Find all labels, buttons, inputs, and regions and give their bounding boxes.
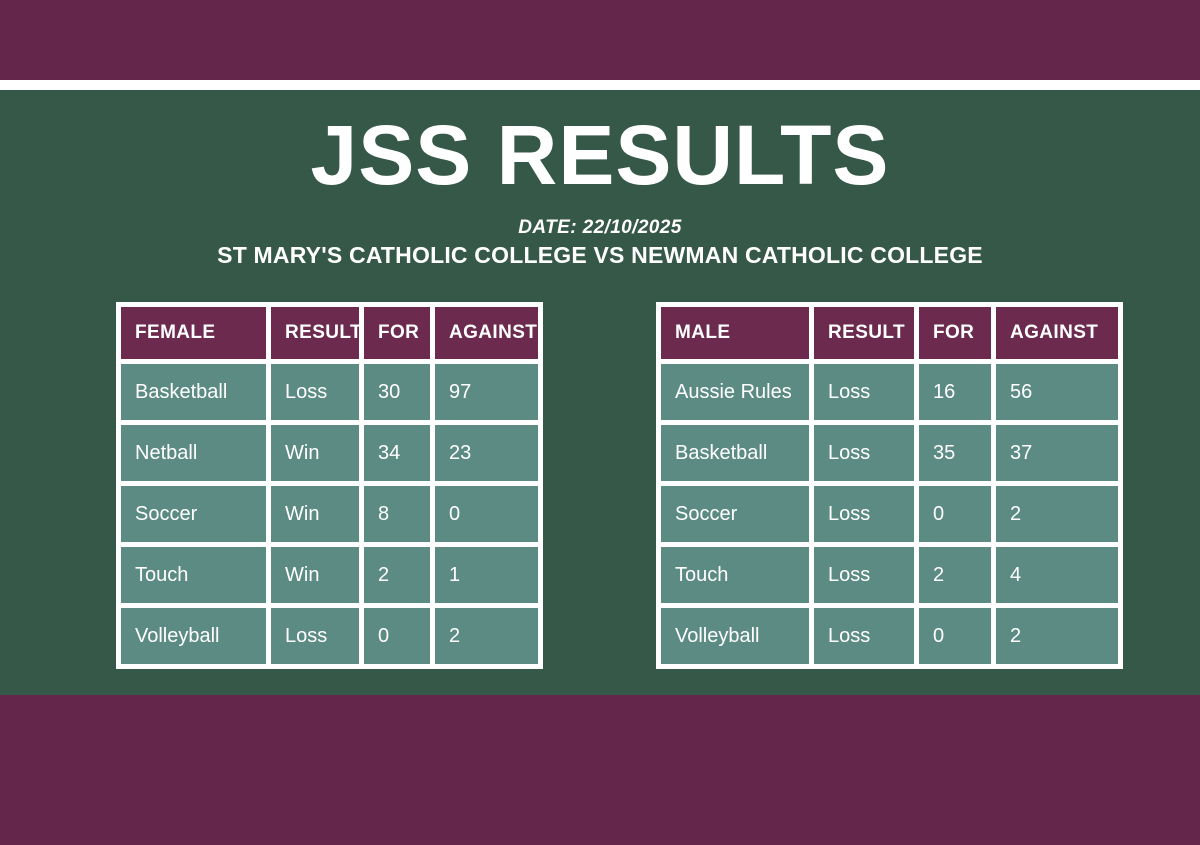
table-header-row: MALE RESULT FOR AGAINST bbox=[661, 307, 1118, 359]
table-row: Basketball Loss 35 37 bbox=[661, 425, 1118, 481]
cell-against: 56 bbox=[996, 364, 1118, 420]
table-row: Soccer Win 8 0 bbox=[121, 486, 538, 542]
table-row: Volleyball Loss 0 2 bbox=[121, 608, 538, 664]
results-stage: JSS RESULTS DATE: 22/10/2025 ST MARY'S C… bbox=[0, 90, 1200, 695]
female-results-table: FEMALE RESULT FOR AGAINST Basketball Los… bbox=[116, 302, 543, 669]
table-row: Netball Win 34 23 bbox=[121, 425, 538, 481]
male-results-table-wrap: MALE RESULT FOR AGAINST Aussie Rules Los… bbox=[656, 302, 1123, 669]
cell-for: 0 bbox=[919, 486, 991, 542]
female-results-table-wrap: FEMALE RESULT FOR AGAINST Basketball Los… bbox=[116, 302, 543, 669]
cell-result: Win bbox=[271, 547, 359, 603]
table-row: Aussie Rules Loss 16 56 bbox=[661, 364, 1118, 420]
cell-result: Loss bbox=[814, 547, 914, 603]
column-header-for: FOR bbox=[364, 307, 430, 359]
cell-sport: Basketball bbox=[121, 364, 266, 420]
table-row: Basketball Loss 30 97 bbox=[121, 364, 538, 420]
match-line: ST MARY'S CATHOLIC COLLEGE VS NEWMAN CAT… bbox=[217, 242, 983, 268]
cell-sport: Touch bbox=[121, 547, 266, 603]
cell-result: Loss bbox=[814, 608, 914, 664]
column-header-against: AGAINST bbox=[996, 307, 1118, 359]
cell-sport: Volleyball bbox=[661, 608, 809, 664]
footer-maroon-band: 2025 Sport Program Partners: BROTHERS CA… bbox=[0, 695, 1200, 845]
cell-result: Loss bbox=[271, 608, 359, 664]
cell-sport: Netball bbox=[121, 425, 266, 481]
cell-against: 97 bbox=[435, 364, 538, 420]
cell-sport: Soccer bbox=[121, 486, 266, 542]
cell-against: 0 bbox=[435, 486, 538, 542]
top-maroon-band bbox=[0, 0, 1200, 80]
cell-for: 30 bbox=[364, 364, 430, 420]
table-header-row: FEMALE RESULT FOR AGAINST bbox=[121, 307, 538, 359]
column-header-against: AGAINST bbox=[435, 307, 538, 359]
cell-sport: Basketball bbox=[661, 425, 809, 481]
column-header-male: MALE bbox=[661, 307, 809, 359]
table-row: Volleyball Loss 0 2 bbox=[661, 608, 1118, 664]
cell-against: 2 bbox=[996, 608, 1118, 664]
date-line: DATE: 22/10/2025 bbox=[518, 217, 682, 238]
cell-for: 35 bbox=[919, 425, 991, 481]
cell-for: 2 bbox=[364, 547, 430, 603]
cell-for: 8 bbox=[364, 486, 430, 542]
cell-sport: Soccer bbox=[661, 486, 809, 542]
column-header-for: FOR bbox=[919, 307, 991, 359]
cell-sport: Aussie Rules bbox=[661, 364, 809, 420]
cell-against: 2 bbox=[996, 486, 1118, 542]
cell-result: Win bbox=[271, 486, 359, 542]
column-header-result: RESULT bbox=[271, 307, 362, 359]
cell-for: 0 bbox=[364, 608, 430, 664]
cell-for: 0 bbox=[919, 608, 991, 664]
cell-for: 16 bbox=[919, 364, 991, 420]
cell-result: Loss bbox=[271, 364, 359, 420]
cell-against: 4 bbox=[996, 547, 1118, 603]
cell-against: 1 bbox=[435, 547, 538, 603]
table-row: Touch Loss 2 4 bbox=[661, 547, 1118, 603]
cell-result: Loss bbox=[814, 364, 914, 420]
top-white-rule bbox=[0, 80, 1200, 90]
cell-against: 37 bbox=[996, 425, 1118, 481]
cell-against: 2 bbox=[435, 608, 538, 664]
cell-against: 23 bbox=[435, 425, 538, 481]
column-header-female: FEMALE bbox=[121, 307, 266, 359]
table-row: Soccer Loss 0 2 bbox=[661, 486, 1118, 542]
cell-sport: Touch bbox=[661, 547, 809, 603]
table-row: Touch Win 2 1 bbox=[121, 547, 538, 603]
page-title: JSS RESULTS bbox=[310, 108, 890, 202]
cell-for: 2 bbox=[919, 547, 991, 603]
cell-result: Win bbox=[271, 425, 359, 481]
cell-result: Loss bbox=[814, 425, 914, 481]
male-results-table: MALE RESULT FOR AGAINST Aussie Rules Los… bbox=[656, 302, 1123, 669]
cell-result: Loss bbox=[814, 486, 914, 542]
column-header-result: RESULT bbox=[814, 307, 914, 359]
cell-sport: Volleyball bbox=[121, 608, 266, 664]
cell-for: 34 bbox=[364, 425, 430, 481]
